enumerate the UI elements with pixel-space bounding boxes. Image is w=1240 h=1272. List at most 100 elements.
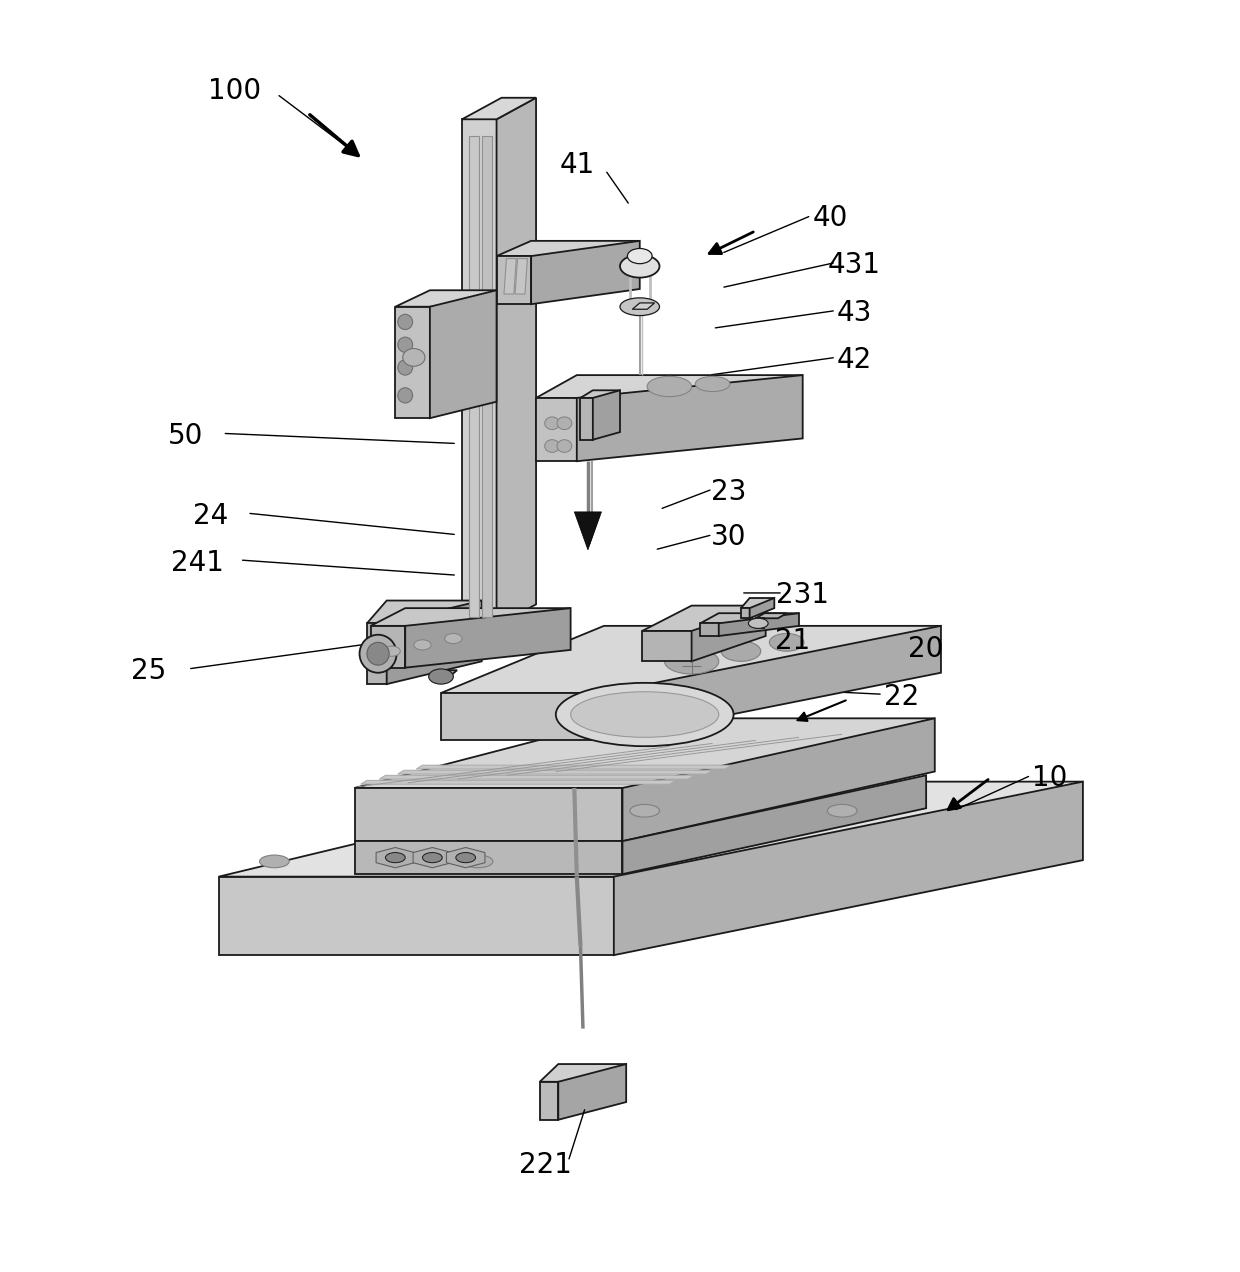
Text: 40: 40 [812,204,848,232]
Text: 10: 10 [1032,764,1068,792]
Polygon shape [580,515,599,544]
Text: 42: 42 [837,346,872,374]
Ellipse shape [620,254,660,277]
Polygon shape [539,1065,626,1081]
Text: 43: 43 [837,299,872,327]
Ellipse shape [429,669,454,684]
Polygon shape [503,258,516,294]
Text: 231: 231 [776,581,830,609]
Ellipse shape [749,618,768,628]
Polygon shape [604,626,941,740]
Ellipse shape [570,692,719,738]
Polygon shape [539,1081,558,1119]
Polygon shape [367,600,482,623]
Polygon shape [496,240,640,256]
Polygon shape [405,608,570,668]
Ellipse shape [620,298,660,315]
Polygon shape [756,618,764,628]
Polygon shape [463,98,536,120]
Text: 41: 41 [559,151,594,179]
Ellipse shape [414,640,432,650]
Polygon shape [367,623,387,684]
Polygon shape [441,626,941,693]
Polygon shape [622,776,926,874]
Text: 241: 241 [171,548,224,576]
Ellipse shape [557,417,572,430]
Polygon shape [430,290,496,418]
Ellipse shape [423,852,443,862]
Polygon shape [496,98,536,626]
Circle shape [367,642,389,665]
Polygon shape [417,766,732,770]
Polygon shape [470,136,480,617]
Ellipse shape [665,649,719,674]
Polygon shape [446,847,485,868]
Polygon shape [536,375,802,398]
Ellipse shape [647,377,692,397]
Circle shape [398,360,413,375]
Ellipse shape [696,377,730,392]
Polygon shape [371,608,570,626]
Polygon shape [632,303,655,309]
Ellipse shape [403,349,425,366]
Polygon shape [376,847,414,868]
Circle shape [398,314,413,329]
Ellipse shape [827,804,857,817]
Polygon shape [218,781,1083,876]
Polygon shape [413,847,451,868]
Text: 50: 50 [167,422,203,450]
Text: 21: 21 [775,627,811,655]
Ellipse shape [557,440,572,453]
Polygon shape [536,398,577,462]
Polygon shape [396,290,496,307]
Text: 100: 100 [208,78,262,106]
Ellipse shape [383,646,401,656]
Ellipse shape [456,852,476,862]
Polygon shape [463,120,496,626]
Text: 431: 431 [828,251,882,279]
Ellipse shape [544,440,559,453]
Polygon shape [515,258,527,294]
Polygon shape [756,613,786,618]
Text: 23: 23 [711,477,746,506]
Circle shape [398,388,413,403]
Ellipse shape [259,855,289,868]
Polygon shape [593,391,620,440]
Text: 221: 221 [520,1151,573,1179]
Polygon shape [742,608,750,618]
Polygon shape [577,375,802,462]
Ellipse shape [556,683,734,747]
Polygon shape [719,613,799,636]
Polygon shape [580,398,593,440]
Polygon shape [701,623,719,636]
Polygon shape [361,781,676,784]
Text: 30: 30 [711,523,746,551]
Polygon shape [580,391,620,398]
Circle shape [398,337,413,352]
Ellipse shape [544,417,559,430]
Polygon shape [558,1065,626,1119]
Polygon shape [218,876,614,955]
Ellipse shape [627,248,652,263]
Polygon shape [398,771,713,775]
Polygon shape [355,787,622,841]
Polygon shape [433,670,458,677]
Polygon shape [371,626,405,668]
Polygon shape [622,719,935,841]
Polygon shape [574,511,601,550]
Polygon shape [614,781,1083,955]
Polygon shape [701,613,799,623]
Polygon shape [750,598,774,618]
Polygon shape [496,256,531,304]
Ellipse shape [386,852,405,862]
Text: 24: 24 [192,501,228,529]
Ellipse shape [445,633,463,644]
Ellipse shape [630,804,660,817]
Polygon shape [396,307,430,418]
Polygon shape [642,631,692,661]
Polygon shape [355,719,935,787]
Text: 22: 22 [884,683,919,711]
Polygon shape [642,605,765,631]
Ellipse shape [769,633,804,651]
Polygon shape [742,598,774,608]
